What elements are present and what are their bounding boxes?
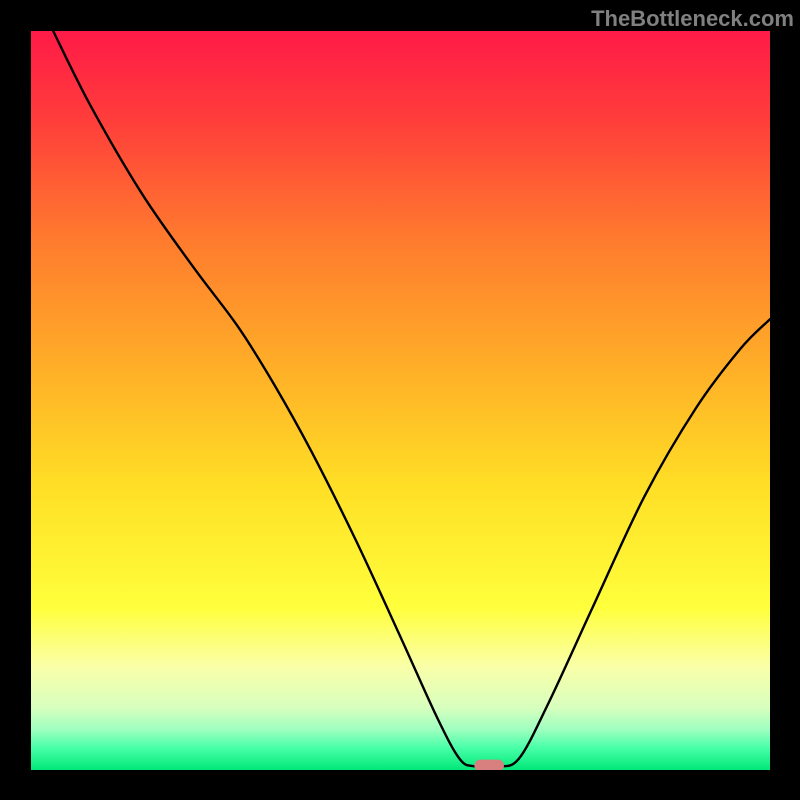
gradient-background [31,31,770,770]
optimal-marker [474,760,504,770]
chart-container: TheBottleneck.com [0,0,800,800]
plot-area [31,31,770,770]
chart-svg [31,31,770,770]
attribution-text: TheBottleneck.com [591,6,794,32]
